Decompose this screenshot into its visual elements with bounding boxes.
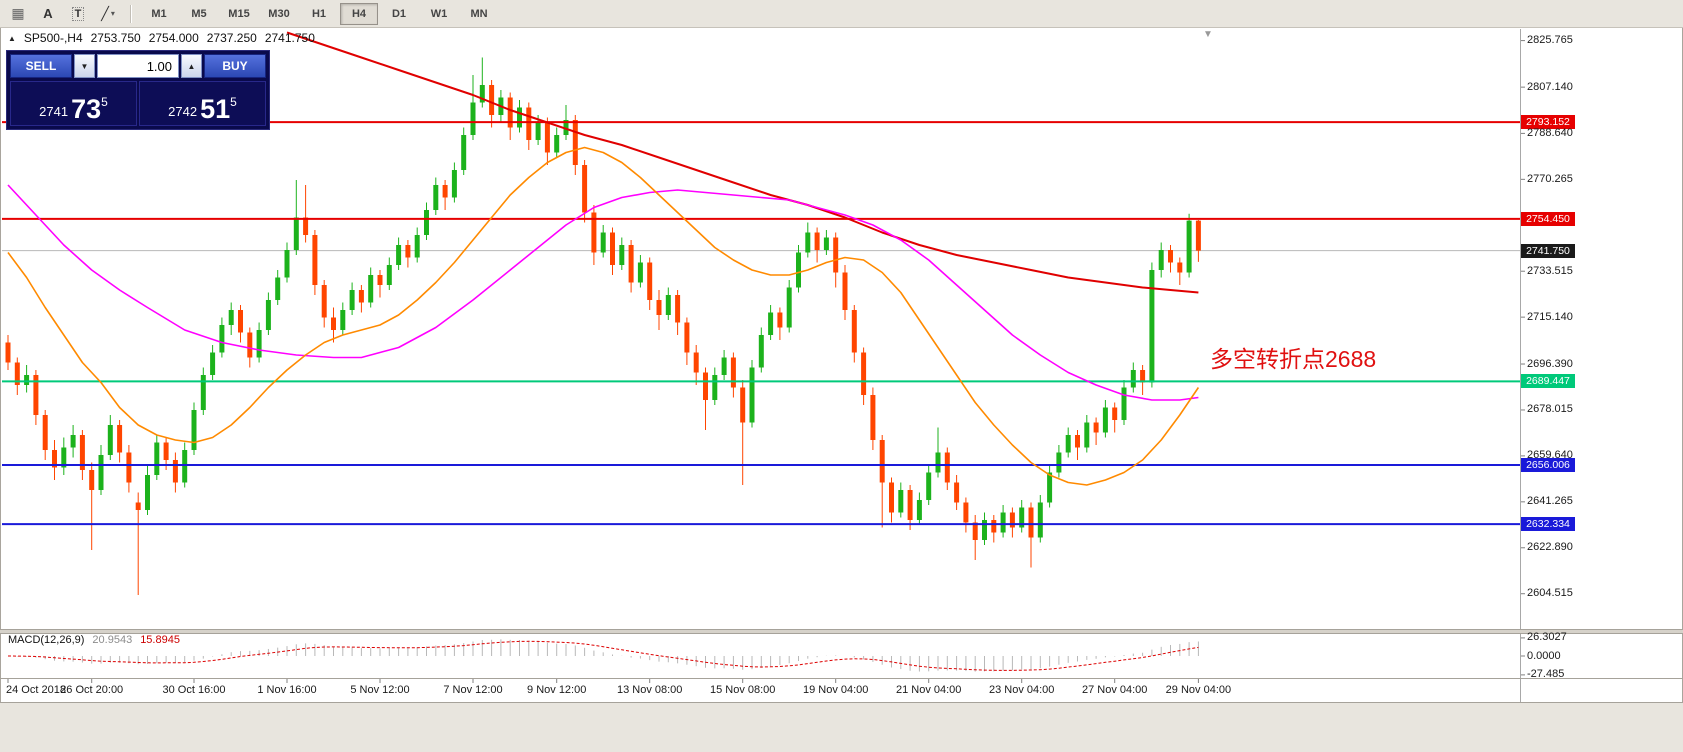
close-value: 2741.750 bbox=[264, 31, 315, 45]
tf-button-m15[interactable]: M15 bbox=[228, 7, 250, 20]
toolbar-separator bbox=[130, 4, 132, 23]
macd-header: MACD(12,26,9) 20.9543 15.8945 bbox=[8, 634, 180, 646]
price-axis-separator bbox=[1520, 29, 1521, 702]
ask-price-display[interactable]: 2742 51 5 bbox=[139, 81, 266, 126]
buy-button[interactable]: BUY bbox=[204, 54, 266, 78]
macd-bottom-separator bbox=[0, 678, 1683, 679]
chart-shift-marker-icon: ▼ bbox=[1203, 29, 1213, 40]
ask-pip-digit: 5 bbox=[230, 95, 237, 109]
caret-up-icon: ▲ bbox=[187, 61, 196, 71]
caret-down-icon: ▼ bbox=[80, 61, 89, 71]
sell-button[interactable]: SELL bbox=[10, 54, 72, 78]
low-value: 2737.250 bbox=[206, 31, 257, 45]
tf-button-m5[interactable]: M5 bbox=[191, 7, 207, 20]
volume-increase-button[interactable]: ▲ bbox=[181, 54, 202, 78]
toolbar: ▦ A T ╱ ▾ M1 M5 M15 M30 H1 H4 D1 W1 MN bbox=[0, 0, 1683, 28]
ask-big-digits: 51 bbox=[200, 94, 231, 125]
bottom-filler bbox=[0, 703, 1683, 752]
trendline-icon: ╱ bbox=[101, 5, 109, 21]
bid-pip-digit: 5 bbox=[101, 95, 108, 109]
symbol-timeframe-label: SP500-,H4 bbox=[23, 31, 83, 45]
text-box-icon: T bbox=[71, 6, 85, 21]
open-value: 2753.750 bbox=[90, 31, 141, 45]
line-studies-tool-button[interactable]: ╱ ▾ bbox=[94, 2, 122, 26]
price-scale[interactable] bbox=[1521, 29, 1682, 702]
ohlc-readout: ▲ SP500-,H4 2753.750 2754.000 2737.250 2… bbox=[8, 31, 315, 45]
annotation-text: 多空转折点2688 bbox=[1210, 346, 1377, 372]
ask-prefix: 2742 bbox=[168, 104, 198, 119]
time-axis-separator bbox=[0, 702, 1683, 703]
symbol-marker-icon: ▲ bbox=[8, 33, 16, 43]
bid-big-digits: 73 bbox=[71, 94, 102, 125]
grid-icon: ▦ bbox=[11, 5, 25, 21]
tf-button-w1[interactable]: W1 bbox=[430, 7, 448, 20]
text-box-tool-button[interactable]: T bbox=[64, 2, 92, 26]
time-scale[interactable] bbox=[0, 679, 1520, 702]
indicator-splitter[interactable] bbox=[0, 629, 1683, 634]
volume-decrease-button[interactable]: ▼ bbox=[74, 54, 95, 78]
macd-title: MACD(12,26,9) bbox=[8, 634, 85, 646]
bid-price-display[interactable]: 2741 73 5 bbox=[10, 81, 137, 126]
timeframe-group: M1 M5 M15 M30 H1 H4 D1 W1 MN bbox=[140, 2, 498, 25]
grid-tool-button[interactable]: ▦ bbox=[4, 2, 32, 26]
tf-button-h4[interactable]: H4 bbox=[340, 2, 378, 25]
tf-button-m30[interactable]: M30 bbox=[268, 7, 290, 20]
tf-button-m1[interactable]: M1 bbox=[151, 7, 167, 20]
high-value: 2754.000 bbox=[148, 31, 199, 45]
text-label-tool-button[interactable]: A bbox=[34, 2, 62, 26]
tf-button-d1[interactable]: D1 bbox=[391, 7, 407, 20]
tf-button-h1[interactable]: H1 bbox=[311, 7, 327, 20]
one-click-trading-panel: SELL ▼ ▲ BUY 2741 73 5 2742 51 5 bbox=[6, 50, 270, 130]
chevron-down-icon: ▾ bbox=[110, 9, 115, 18]
tf-button-mn[interactable]: MN bbox=[470, 7, 488, 20]
macd-main-value: 20.9543 bbox=[92, 634, 133, 646]
volume-input[interactable] bbox=[97, 54, 179, 78]
macd-signal-value: 15.8945 bbox=[140, 634, 180, 646]
text-label-icon: A bbox=[43, 6, 53, 21]
bid-prefix: 2741 bbox=[39, 104, 69, 119]
